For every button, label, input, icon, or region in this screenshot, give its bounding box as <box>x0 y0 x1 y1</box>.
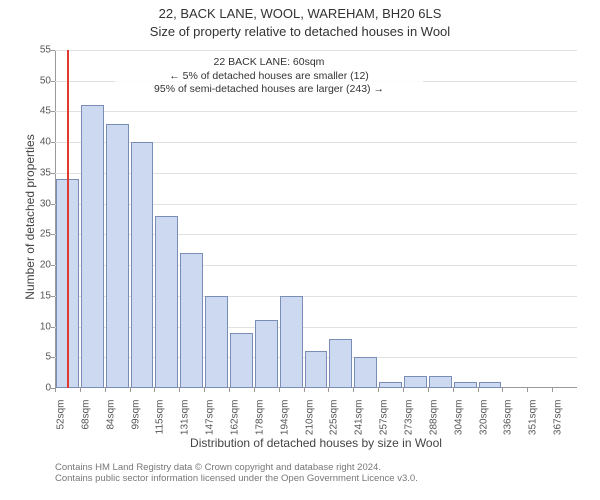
ytick-label: 20 <box>40 260 55 271</box>
ytick-label: 40 <box>40 137 55 148</box>
histogram-bar <box>479 382 502 388</box>
xtick-mark <box>403 388 404 392</box>
xtick-mark <box>328 388 329 392</box>
xtick-mark <box>552 388 553 392</box>
xtick-mark <box>254 388 255 392</box>
ytick-label: 5 <box>45 352 55 363</box>
xtick-mark <box>304 388 305 392</box>
ytick-label: 25 <box>40 229 55 240</box>
gridline <box>55 50 577 51</box>
xtick-mark <box>229 388 230 392</box>
histogram-bar <box>404 376 427 388</box>
xtick-mark <box>353 388 354 392</box>
xtick-mark <box>502 388 503 392</box>
ytick-label: 15 <box>40 290 55 301</box>
title-subtitle: Size of property relative to detached ho… <box>0 24 600 39</box>
ytick-label: 45 <box>40 106 55 117</box>
xtick-mark <box>279 388 280 392</box>
xtick-mark <box>105 388 106 392</box>
footer-line-2: Contains public sector information licen… <box>55 473 600 484</box>
xtick-mark <box>378 388 379 392</box>
ytick-label: 30 <box>40 198 55 209</box>
y-axis-label: Number of detached properties <box>23 67 37 367</box>
property-marker-line <box>67 50 69 388</box>
ytick-label: 0 <box>45 383 55 394</box>
x-axis-label: Distribution of detached houses by size … <box>55 436 577 450</box>
histogram-bar <box>305 351 328 388</box>
footer-line-1: Contains HM Land Registry data © Crown c… <box>55 462 600 473</box>
histogram-bar <box>354 357 377 388</box>
xtick-mark <box>55 388 56 392</box>
plot-area: 051015202530354045505552sqm68sqm84sqm99s… <box>55 50 577 388</box>
histogram-bar <box>429 376 452 388</box>
histogram-bar <box>255 320 278 388</box>
xtick-mark <box>478 388 479 392</box>
histogram-bar <box>106 124 129 388</box>
histogram-bar <box>131 142 154 388</box>
annotation-line-1: 22 BACK LANE: 60sqm <box>119 56 419 70</box>
ytick-label: 55 <box>40 45 55 56</box>
xtick-mark <box>204 388 205 392</box>
chart-container: 22, BACK LANE, WOOL, WAREHAM, BH20 6LS S… <box>0 0 600 500</box>
xtick-mark <box>428 388 429 392</box>
xtick-mark <box>154 388 155 392</box>
ytick-label: 10 <box>40 321 55 332</box>
ytick-label: 50 <box>40 75 55 86</box>
xtick-mark <box>527 388 528 392</box>
gridline <box>55 111 577 112</box>
histogram-bar <box>180 253 203 388</box>
histogram-bar <box>329 339 352 388</box>
annotation-box: 22 BACK LANE: 60sqm← 5% of detached hous… <box>115 54 423 99</box>
annotation-line-2: ← 5% of detached houses are smaller (12) <box>119 70 419 84</box>
histogram-bar <box>454 382 477 388</box>
xtick-mark <box>179 388 180 392</box>
histogram-bar <box>280 296 303 388</box>
annotation-line-3: 95% of semi-detached houses are larger (… <box>119 83 419 97</box>
xtick-mark <box>80 388 81 392</box>
histogram-bar <box>81 105 104 388</box>
footer-note: Contains HM Land Registry data © Crown c… <box>0 462 600 485</box>
xtick-mark <box>453 388 454 392</box>
histogram-bar <box>379 382 402 388</box>
title-address: 22, BACK LANE, WOOL, WAREHAM, BH20 6LS <box>0 6 600 21</box>
histogram-bar <box>205 296 228 388</box>
histogram-bar <box>230 333 253 388</box>
histogram-bar <box>155 216 178 388</box>
xtick-mark <box>130 388 131 392</box>
ytick-label: 35 <box>40 167 55 178</box>
